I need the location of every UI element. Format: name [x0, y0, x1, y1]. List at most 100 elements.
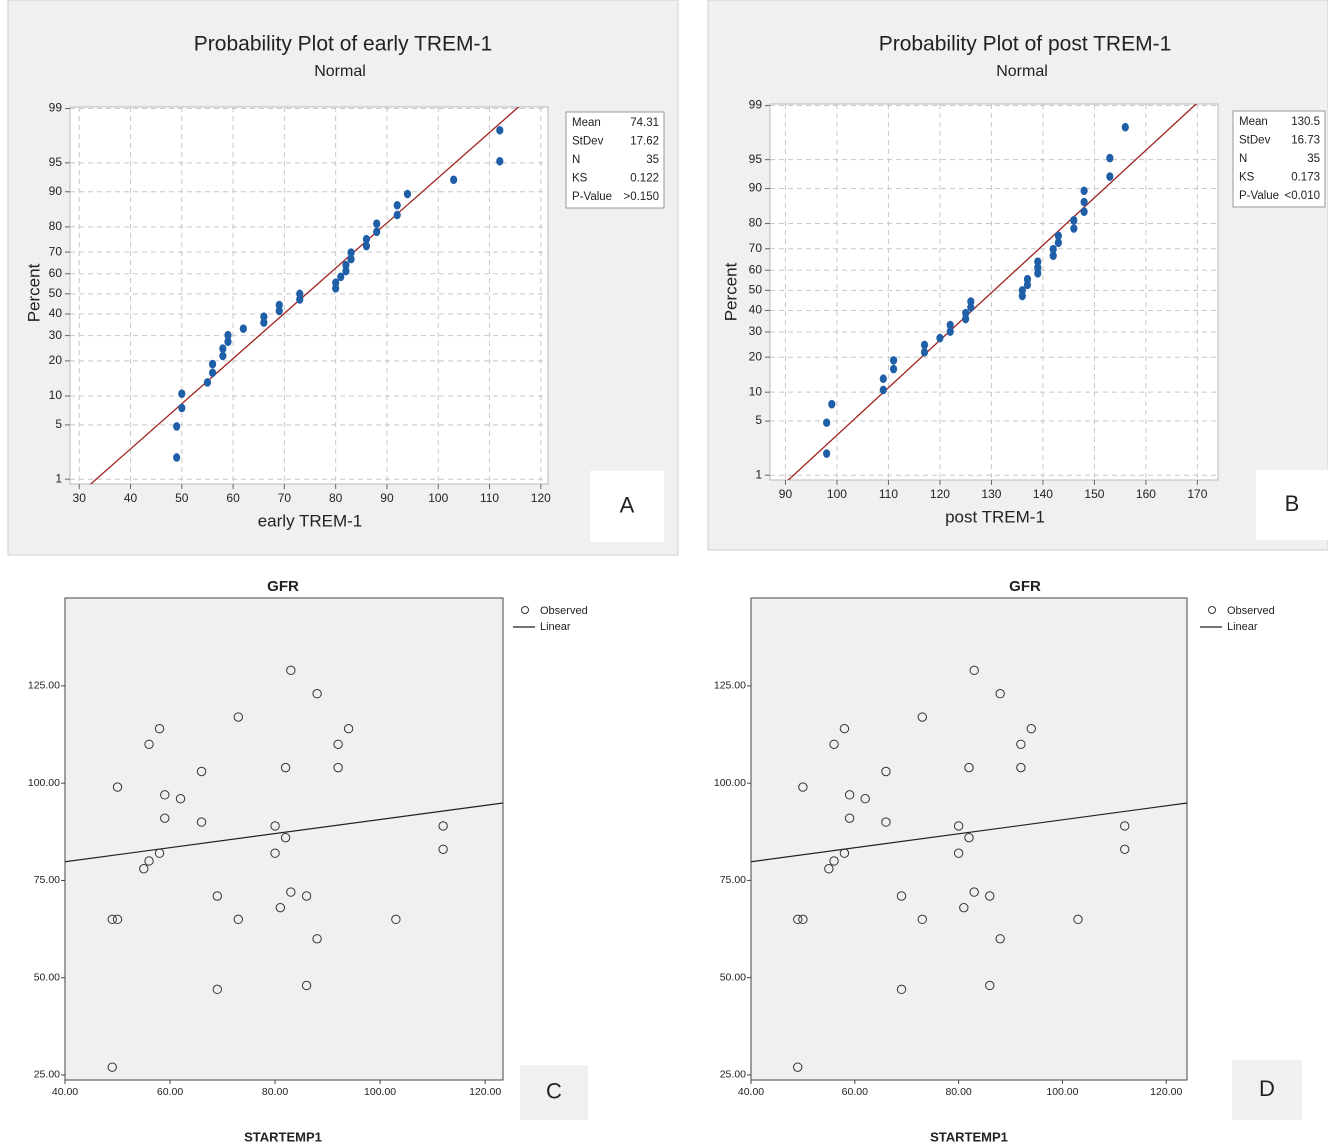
x-tick-label: 80: [329, 491, 343, 505]
x-tick-label: 120: [930, 487, 950, 501]
data-point: [1049, 244, 1057, 254]
chart-panel: 1 5 10 20 30 40 50 60 70 80 90 95 99 90 100 110 120 130 14…: [707, 0, 1328, 551]
data-point: [275, 306, 283, 316]
data-point: [889, 356, 898, 365]
data-point: [233, 712, 244, 722]
data-point: [1054, 238, 1062, 247]
data-point: [967, 297, 975, 306]
data-point: [301, 891, 312, 901]
data-point: [342, 266, 350, 276]
x-axis-label: STARTEMP1: [244, 1129, 322, 1144]
data-point: [969, 665, 979, 676]
y-tick-label: 60: [749, 262, 763, 276]
y-tick-label: 95: [749, 152, 763, 166]
data-point: [224, 337, 232, 346]
chart-panel: 25.00 50.00 75.00 100.00 125.00 40.00 60.00 80.…: [28, 578, 588, 1144]
plot-area: [69, 106, 549, 485]
data-point: [173, 453, 181, 462]
x-axis-label: early TREM-1: [258, 511, 363, 530]
x-tick-label: 60.00: [157, 1086, 183, 1098]
data-point: [839, 724, 850, 734]
data-point: [154, 724, 165, 734]
data-point: [964, 762, 974, 773]
x-tick-label: 80.00: [262, 1086, 288, 1098]
panel-label-box: [520, 1065, 588, 1120]
data-point: [828, 399, 836, 409]
data-point: [1034, 257, 1042, 267]
data-point: [178, 389, 186, 399]
data-point: [1026, 724, 1036, 734]
stats-label: Mean: [1239, 116, 1268, 128]
x-tick-label: 60.00: [842, 1086, 868, 1098]
y-tick-label: 80: [49, 219, 63, 233]
data-point: [1073, 914, 1083, 925]
data-point: [391, 914, 401, 925]
x-tick-label: 150: [1084, 487, 1104, 501]
y-tick-label: 1: [55, 471, 62, 485]
data-point: [233, 914, 244, 925]
data-point: [1080, 207, 1088, 216]
x-tick-label: 140: [1033, 487, 1053, 501]
stats-box: [565, 111, 665, 209]
data-point: [496, 156, 504, 166]
y-tick-label: 100.00: [28, 777, 60, 789]
data-point: [1049, 251, 1057, 260]
stats-value: >0.150: [624, 191, 660, 203]
data-point: [312, 688, 322, 699]
y-tick-label: 1: [755, 467, 762, 481]
data-point: [1106, 153, 1114, 163]
data-point: [962, 308, 970, 318]
chart-panel: 25.00 50.00 75.00 100.00 125.00 40.00 60.00 80.…: [714, 578, 1302, 1144]
y-tick-label: 10: [49, 388, 63, 402]
data-point: [920, 347, 929, 357]
data-point: [347, 254, 355, 264]
data-point: [1080, 197, 1088, 207]
data-point: [798, 914, 808, 925]
data-point: [917, 712, 927, 722]
data-point: [1120, 821, 1130, 831]
data-point: [829, 856, 839, 866]
data-point: [160, 790, 170, 800]
stats-label: StDev: [1239, 135, 1271, 147]
x-tick-label: 130: [981, 487, 1001, 501]
stats-label: StDev: [572, 136, 604, 148]
stats-label: P-Value: [572, 191, 612, 203]
data-point: [881, 766, 891, 777]
data-point: [889, 364, 898, 374]
data-point: [1018, 286, 1026, 295]
y-tick-label: 95: [49, 155, 63, 169]
data-point: [953, 848, 964, 858]
data-point: [144, 856, 154, 866]
y-tick-label: 125.00: [714, 680, 746, 692]
data-point: [985, 891, 995, 901]
data-point: [917, 914, 927, 925]
y-tick-label: 100.00: [714, 777, 746, 789]
stats-value: 16.73: [1291, 135, 1320, 147]
y-axis-label: Percent: [24, 263, 43, 322]
x-tick-label: 90: [380, 491, 394, 505]
legend-label: Observed: [540, 605, 588, 617]
data-point: [393, 200, 401, 210]
y-tick-label: 70: [49, 244, 63, 258]
data-point: [196, 766, 207, 777]
data-point: [860, 794, 870, 804]
data-point: [798, 782, 808, 792]
data-point: [995, 688, 1005, 699]
y-tick-label: 5: [755, 413, 762, 427]
data-point: [995, 934, 1005, 944]
panel-label: B: [1285, 491, 1300, 516]
data-point: [219, 351, 227, 361]
panel-label: C: [546, 1078, 562, 1103]
data-point: [212, 984, 223, 995]
data-point: [1016, 762, 1026, 773]
y-tick-label: 40: [749, 303, 763, 317]
data-point: [224, 330, 232, 340]
x-tick-label: 160: [1136, 487, 1156, 501]
stats-value: <0.010: [1285, 190, 1321, 202]
data-point: [203, 378, 212, 387]
stats-label: N: [1239, 153, 1247, 165]
stats-box: [1232, 110, 1326, 208]
data-point: [959, 902, 969, 913]
y-tick-label: 25.00: [34, 1069, 60, 1081]
